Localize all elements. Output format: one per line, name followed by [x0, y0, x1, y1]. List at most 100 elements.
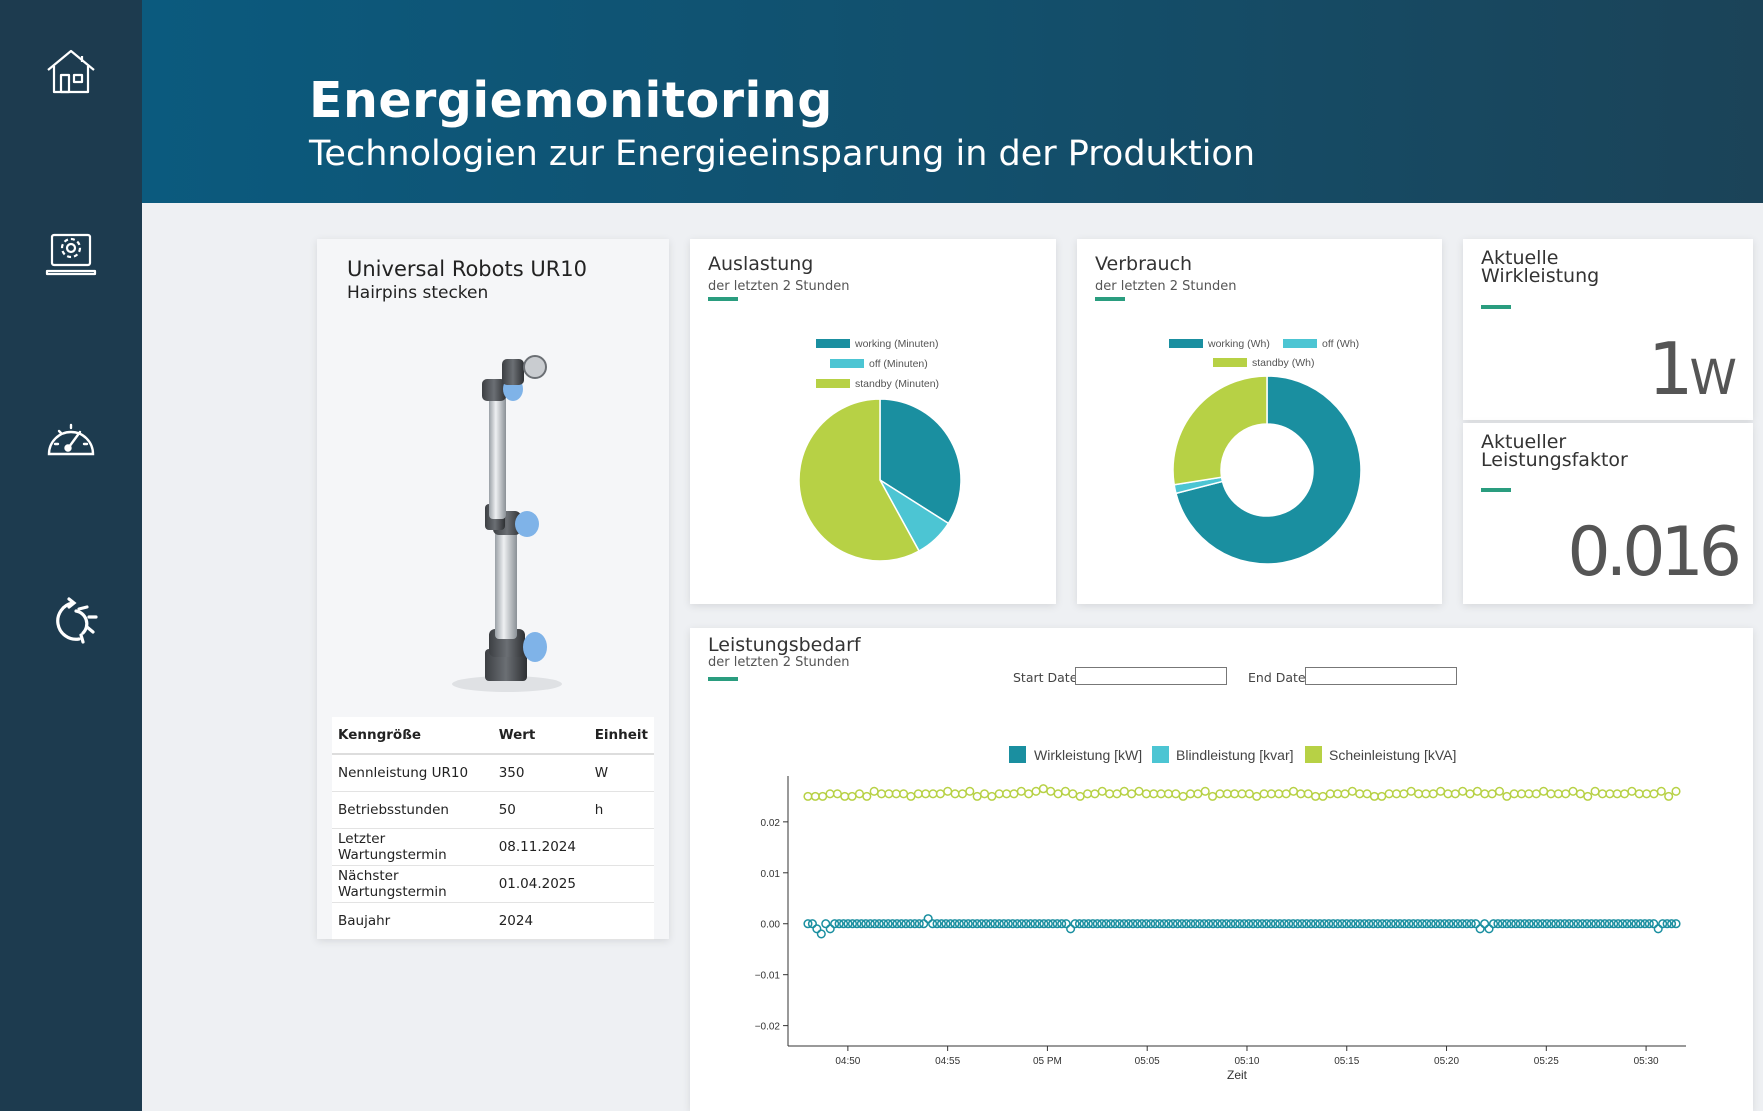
end-date-input[interactable]: [1305, 667, 1457, 685]
data-point: [1515, 919, 1525, 929]
data-point: [847, 791, 857, 801]
data-point: [1582, 919, 1592, 929]
data-point: [1466, 919, 1476, 929]
data-point: [1208, 791, 1218, 801]
data-point: [1212, 919, 1223, 929]
data-point: [1362, 789, 1372, 799]
data-point: [1577, 919, 1588, 929]
data-point: [807, 919, 817, 929]
data-point: [1511, 919, 1521, 929]
data-point: [1244, 789, 1254, 799]
data-point: [865, 919, 875, 929]
data-point: [1288, 786, 1299, 796]
data-point: [816, 929, 826, 939]
data-point: [1428, 789, 1438, 799]
data-point: [1480, 919, 1490, 929]
data-point: [1406, 786, 1416, 796]
data-point: [1386, 919, 1396, 929]
nav-process[interactable]: [0, 576, 142, 666]
table-cell: [588, 828, 654, 866]
data-point: [999, 919, 1009, 929]
data-point: [825, 924, 835, 934]
data-point: [1296, 789, 1306, 799]
data-point: [1493, 919, 1503, 929]
data-point: [1052, 919, 1062, 929]
data-point: [1346, 919, 1356, 929]
data-point: [1204, 919, 1214, 929]
data-point: [1435, 919, 1445, 929]
x-tick-label: 05:05: [1135, 1056, 1160, 1067]
data-point: [1391, 789, 1402, 799]
table-row: Nennleistung UR10 350 W: [332, 754, 654, 792]
data-point: [1656, 786, 1666, 796]
data-point: [1382, 919, 1392, 929]
data-point: [1553, 789, 1563, 799]
data-point: [1640, 919, 1650, 929]
table-row: Baujahr 2024: [332, 902, 654, 940]
data-point: [1115, 919, 1125, 929]
data-point: [1128, 919, 1138, 929]
data-point: [1101, 919, 1111, 929]
data-point: [874, 919, 884, 929]
table-cell: Baujahr: [332, 902, 493, 940]
nav-dashboard[interactable]: [0, 393, 142, 483]
leistungsfaktor-card: Aktueller Leistungsfaktor 0.016: [1463, 423, 1753, 604]
data-point: [906, 791, 916, 801]
data-point: [884, 789, 894, 799]
data-point: [1488, 919, 1499, 929]
legend-label: Scheinleistung [kVA]: [1329, 747, 1456, 763]
data-point: [1497, 919, 1507, 929]
data-point: [830, 919, 840, 929]
data-point: [896, 919, 906, 929]
data-point: [856, 919, 866, 929]
legend-label: off (Wh): [1322, 338, 1359, 350]
y-tick-label: 0.00: [761, 920, 781, 931]
data-point: [1649, 789, 1659, 799]
data-point: [1177, 919, 1187, 929]
legend-label: Wirkleistung [kW]: [1034, 747, 1142, 763]
data-point: [1533, 919, 1543, 929]
accent-bar: [1095, 297, 1125, 301]
data-point: [1618, 919, 1628, 929]
data-point: [1560, 919, 1570, 929]
data-point: [941, 919, 951, 929]
accent-bar: [708, 677, 738, 681]
data-point: [979, 789, 990, 799]
data-point: [981, 919, 991, 929]
data-point: [1034, 919, 1044, 929]
wirkleistung-value: 1W: [1647, 327, 1737, 411]
data-point: [1066, 924, 1076, 934]
page-header: Energiemonitoring Technologien zur Energ…: [142, 0, 1763, 203]
data-point: [1163, 919, 1174, 929]
data-point: [1172, 919, 1182, 929]
data-point: [1355, 919, 1365, 929]
data-point: [1288, 919, 1298, 929]
card-title: Verbrauch: [1095, 253, 1193, 275]
data-point: [1422, 919, 1432, 929]
table-cell: [588, 902, 654, 940]
nav-settings[interactable]: [0, 210, 142, 300]
data-point: [892, 919, 902, 929]
legend-swatch: [1169, 339, 1203, 348]
data-point: [994, 789, 1004, 799]
data-point: [1053, 789, 1063, 799]
data-point: [1021, 919, 1031, 929]
data-point: [1622, 919, 1632, 929]
table-cell: [588, 865, 654, 903]
data-point: [1075, 791, 1085, 801]
page-subtitle: Technologien zur Energieeinsparung in de…: [309, 134, 1256, 174]
card-subtitle: der letzten 2 Stunden: [1095, 279, 1237, 294]
data-point: [1542, 919, 1552, 929]
data-point: [1105, 789, 1115, 799]
data-point: [1671, 786, 1681, 796]
refresh-gear-icon: [56, 597, 98, 644]
data-point: [1097, 919, 1107, 929]
data-point: [1653, 924, 1663, 934]
data-point: [1279, 919, 1289, 929]
data-point: [1524, 789, 1534, 799]
x-tick-label: 05:20: [1434, 1056, 1459, 1067]
nav-home[interactable]: [0, 27, 142, 117]
start-date-input[interactable]: [1075, 667, 1227, 685]
legend-label: off (Minuten): [869, 358, 928, 370]
data-point: [932, 919, 942, 929]
